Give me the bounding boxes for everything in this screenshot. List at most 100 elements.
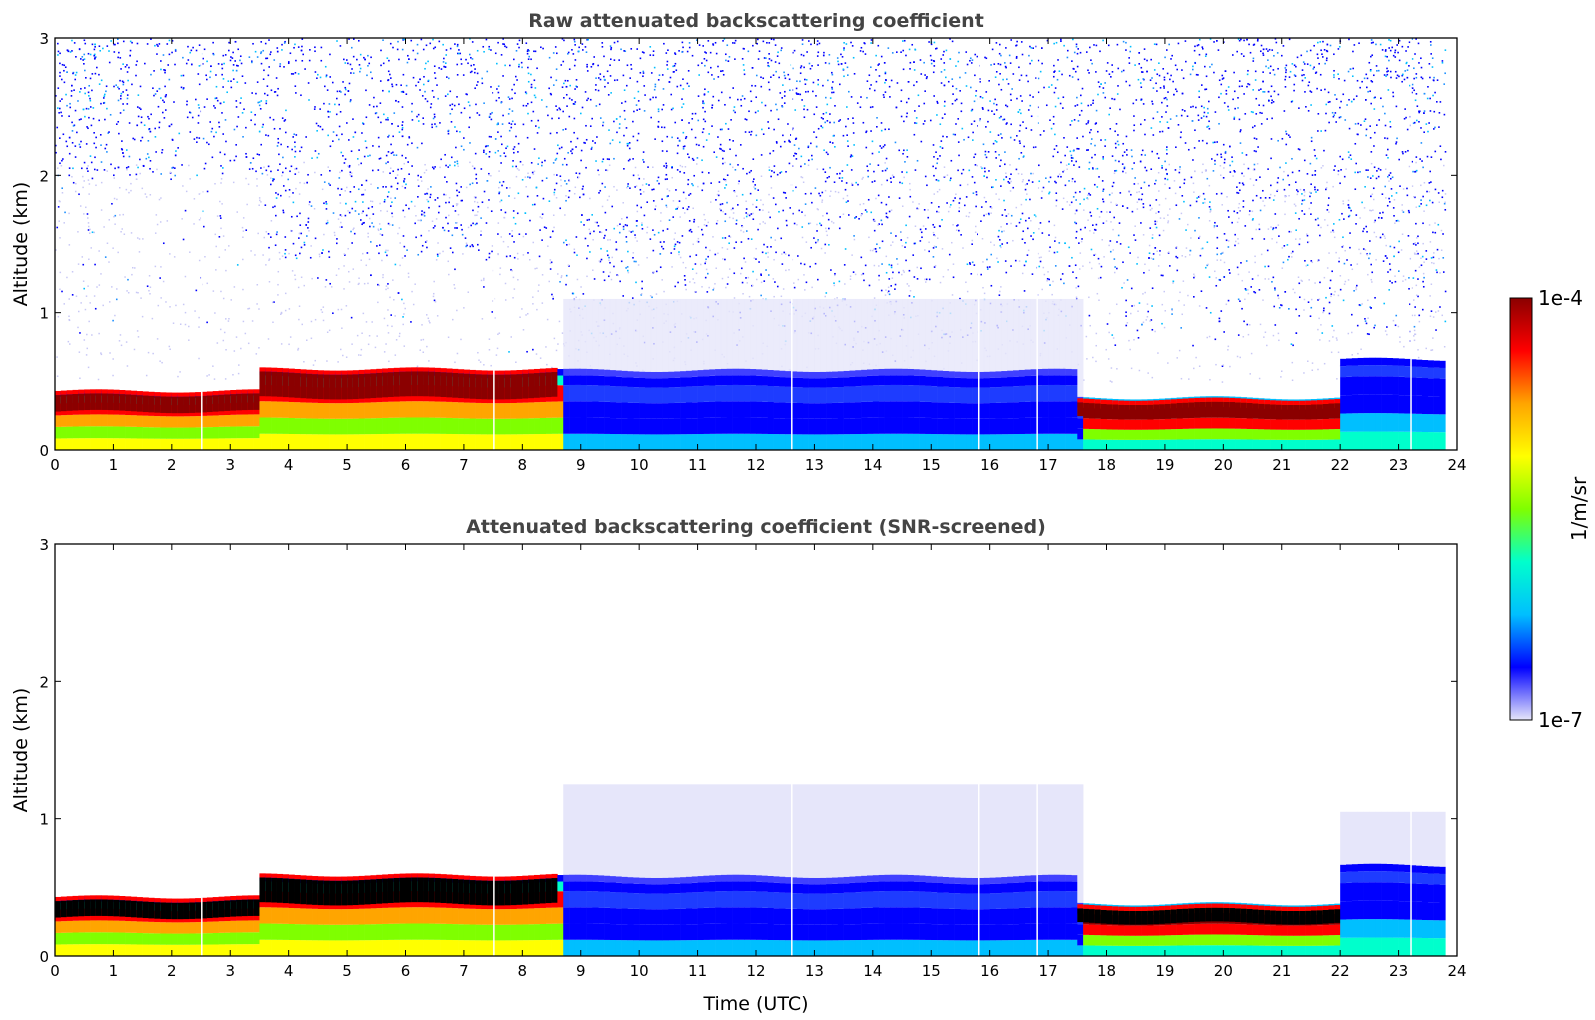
noise-speck (1285, 64, 1288, 67)
noise-speck (780, 237, 783, 240)
noise-speck (782, 84, 784, 86)
noise-speck (1303, 74, 1305, 76)
noise-speck (1289, 70, 1292, 73)
noise-speck (277, 193, 279, 196)
noise-speck (452, 205, 455, 207)
noise-speck (817, 239, 819, 241)
noise-speck (1104, 145, 1106, 147)
noise-speck (411, 165, 413, 167)
noise-speck (113, 51, 116, 53)
noise-speck (1306, 50, 1308, 53)
noise-speck (154, 127, 156, 130)
noise-speck (734, 58, 736, 60)
noise-speck (720, 148, 722, 150)
noise-speck (1285, 69, 1287, 71)
noise-speck (1350, 313, 1353, 316)
noise-speck (705, 139, 708, 141)
noise-speck (1073, 119, 1076, 121)
noise-speck (984, 56, 986, 59)
noise-speck (1053, 70, 1056, 72)
noise-speck (340, 151, 343, 154)
noise-speck (1390, 188, 1393, 190)
noise-speck (1206, 107, 1209, 110)
noise-speck (1422, 222, 1424, 225)
noise-speck (319, 76, 322, 79)
noise-speck (1166, 72, 1169, 75)
noise-speck (1398, 39, 1401, 42)
noise-speck (219, 215, 222, 217)
noise-speck (752, 218, 755, 221)
noise-speck (549, 236, 552, 238)
noise-speck (502, 38, 504, 40)
noise-speck (478, 114, 481, 116)
noise-speck (258, 101, 261, 103)
noise-speck (1097, 130, 1099, 133)
noise-speck (621, 102, 623, 104)
noise-speck (1061, 273, 1064, 275)
noise-speck (570, 140, 572, 143)
noise-speck (1341, 246, 1344, 248)
noise-speck (126, 94, 129, 96)
noise-speck (702, 106, 704, 109)
noise-speck (135, 74, 137, 77)
noise-speck (707, 91, 710, 93)
noise-speck (382, 39, 384, 41)
noise-speck (548, 200, 551, 202)
noise-speck (642, 70, 645, 73)
noise-speck (944, 100, 946, 103)
noise-speck (884, 169, 887, 172)
noise-speck (828, 62, 831, 65)
noise-speck (1290, 343, 1293, 345)
noise-speck (1340, 168, 1342, 171)
noise-speck (843, 47, 845, 49)
noise-speck (862, 50, 864, 53)
noise-speck (847, 214, 850, 216)
haze-speck (517, 278, 519, 281)
noise-speck (676, 85, 679, 88)
noise-speck (55, 151, 57, 154)
haze-speck (436, 315, 439, 317)
noise-speck (206, 98, 208, 100)
noise-speck (219, 151, 222, 154)
haze-speck (951, 241, 953, 244)
noise-speck (1386, 55, 1388, 58)
noise-speck (98, 119, 101, 122)
noise-speck (552, 52, 555, 54)
noise-speck (1340, 100, 1342, 103)
noise-speck (1229, 272, 1231, 274)
noise-speck (707, 71, 710, 74)
noise-speck (582, 293, 585, 295)
noise-speck (1246, 73, 1249, 76)
noise-speck (914, 242, 917, 245)
noise-speck (559, 280, 561, 283)
noise-speck (526, 136, 529, 139)
noise-speck (1414, 53, 1416, 55)
noise-speck (623, 168, 625, 170)
noise-speck (1029, 45, 1031, 48)
noise-speck (1192, 105, 1194, 108)
noise-speck (693, 174, 696, 177)
noise-speck (571, 49, 573, 51)
noise-speck (1066, 56, 1069, 59)
noise-speck (708, 172, 710, 174)
noise-speck (294, 150, 297, 153)
noise-speck (799, 72, 802, 75)
noise-speck (802, 54, 805, 57)
noise-speck (270, 236, 272, 238)
noise-speck (1288, 230, 1291, 233)
noise-speck (1045, 104, 1048, 107)
noise-speck (198, 44, 201, 46)
noise-speck (348, 139, 350, 141)
noise-speck (1348, 214, 1351, 217)
noise-speck (626, 142, 629, 145)
noise-speck (1097, 93, 1099, 96)
noise-speck (565, 183, 568, 185)
noise-speck (850, 41, 852, 44)
noise-speck (1395, 105, 1398, 108)
noise-speck (541, 213, 544, 216)
noise-speck (282, 209, 285, 212)
noise-speck (767, 121, 769, 123)
noise-speck (61, 187, 64, 190)
noise-speck (956, 224, 958, 227)
noise-speck (907, 97, 910, 100)
